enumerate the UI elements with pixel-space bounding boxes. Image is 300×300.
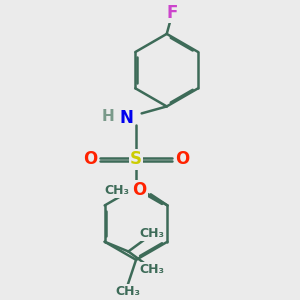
Text: S: S [130,150,142,168]
Text: CH₃: CH₃ [105,184,130,196]
Text: H: H [102,109,115,124]
Text: CH₃: CH₃ [140,263,165,276]
Text: CH₃: CH₃ [140,227,165,240]
Text: F: F [167,4,178,22]
Text: N: N [119,109,133,127]
Text: O: O [83,150,97,168]
Text: O: O [175,150,189,168]
Text: O: O [132,181,147,199]
Text: CH₃: CH₃ [115,285,140,298]
